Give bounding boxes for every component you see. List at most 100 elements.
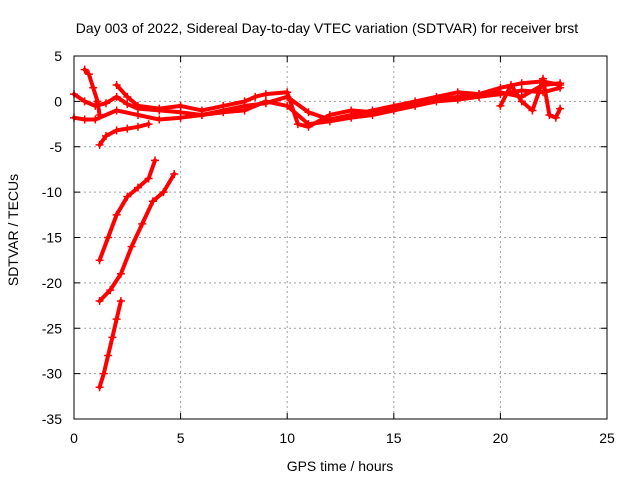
data-point <box>517 79 526 88</box>
y-tick-label: -15 <box>42 230 62 246</box>
data-point <box>144 120 153 129</box>
data-point <box>453 92 462 101</box>
y-tick-label: -25 <box>42 320 62 336</box>
series-track-spike-early <box>80 65 104 119</box>
series-layer <box>70 65 565 392</box>
data-point <box>80 115 89 124</box>
x-tick-label: 10 <box>279 430 295 446</box>
y-tick-label: -10 <box>42 184 62 200</box>
data-point <box>545 110 554 119</box>
data-point <box>475 90 484 99</box>
data-point <box>240 97 249 106</box>
data-point <box>155 104 164 113</box>
data-point <box>112 210 121 219</box>
data-point <box>133 101 142 110</box>
data-point <box>80 97 89 106</box>
data-point <box>176 101 185 110</box>
data-point <box>95 110 104 119</box>
data-point <box>517 97 526 106</box>
data-point <box>159 188 168 197</box>
axis-ticks <box>73 55 608 420</box>
y-tick-label: -30 <box>42 366 62 382</box>
data-point <box>123 124 132 133</box>
chart-title: Day 003 of 2022, Sidereal Day-to-day VTE… <box>76 20 578 36</box>
data-point <box>551 113 560 122</box>
data-point <box>89 83 98 92</box>
y-axis-label: SDTVAR / TECUs <box>5 174 21 286</box>
data-point <box>104 233 113 242</box>
series-track-main-3 <box>112 79 565 131</box>
data-point <box>123 192 132 201</box>
data-point <box>133 110 142 119</box>
data-point <box>556 79 565 88</box>
data-point <box>151 156 160 165</box>
data-point <box>197 106 206 115</box>
data-point <box>104 351 113 360</box>
data-point <box>80 65 89 74</box>
data-point <box>539 74 548 83</box>
data-point <box>534 88 543 97</box>
data-point <box>138 219 147 228</box>
data-point <box>112 126 121 135</box>
data-point <box>432 95 441 104</box>
data-point <box>99 369 108 378</box>
data-point <box>389 104 398 113</box>
data-point <box>556 104 565 113</box>
x-tick-label: 15 <box>386 430 402 446</box>
data-point <box>127 242 136 251</box>
x-axis-label: GPS time / hours <box>287 458 394 474</box>
data-point <box>170 169 179 178</box>
data-point <box>176 113 185 122</box>
data-point <box>101 99 110 108</box>
data-point <box>219 101 228 110</box>
series-track-steep-3 <box>95 297 125 392</box>
data-point <box>528 106 537 115</box>
y-tick-label: -35 <box>42 411 62 427</box>
data-point <box>95 383 104 392</box>
data-point <box>347 113 356 122</box>
data-point <box>411 99 420 108</box>
data-point <box>91 115 100 124</box>
data-point <box>112 81 121 90</box>
data-point <box>304 122 313 131</box>
data-point <box>116 297 125 306</box>
series-track-rise-early <box>95 120 153 149</box>
y-tick-label: 0 <box>54 93 62 109</box>
y-tick-label: -5 <box>50 139 63 155</box>
x-tick-labels: 0 5 10 15 20 25 <box>70 430 615 446</box>
data-point <box>101 131 110 140</box>
data-point <box>325 110 334 119</box>
data-point <box>251 92 260 101</box>
x-tick-label: 20 <box>493 430 509 446</box>
data-point <box>496 88 505 97</box>
grid <box>74 56 607 419</box>
data-point <box>144 174 153 183</box>
data-point <box>112 92 121 101</box>
data-point <box>261 97 270 106</box>
data-point <box>108 333 117 342</box>
data-point <box>240 106 249 115</box>
data-point <box>283 88 292 97</box>
data-point <box>95 140 104 149</box>
x-tick-label: 5 <box>177 430 185 446</box>
data-point <box>112 315 121 324</box>
data-point <box>304 108 313 117</box>
data-point <box>293 120 302 129</box>
data-point <box>93 97 102 106</box>
data-point <box>496 101 505 110</box>
series-track-loop-end <box>496 74 565 122</box>
data-point <box>123 100 132 109</box>
data-point <box>112 106 121 115</box>
data-point <box>84 70 93 79</box>
x-tick-label: 0 <box>70 430 78 446</box>
data-point <box>507 81 516 90</box>
data-point <box>368 108 377 117</box>
data-point <box>116 269 125 278</box>
data-point <box>155 115 164 124</box>
data-point <box>261 90 270 99</box>
data-point <box>347 106 356 115</box>
data-point <box>148 197 157 206</box>
y-tick-labels: 5 0 -5 -10 -15 -20 -25 -30 -35 <box>42 48 62 427</box>
